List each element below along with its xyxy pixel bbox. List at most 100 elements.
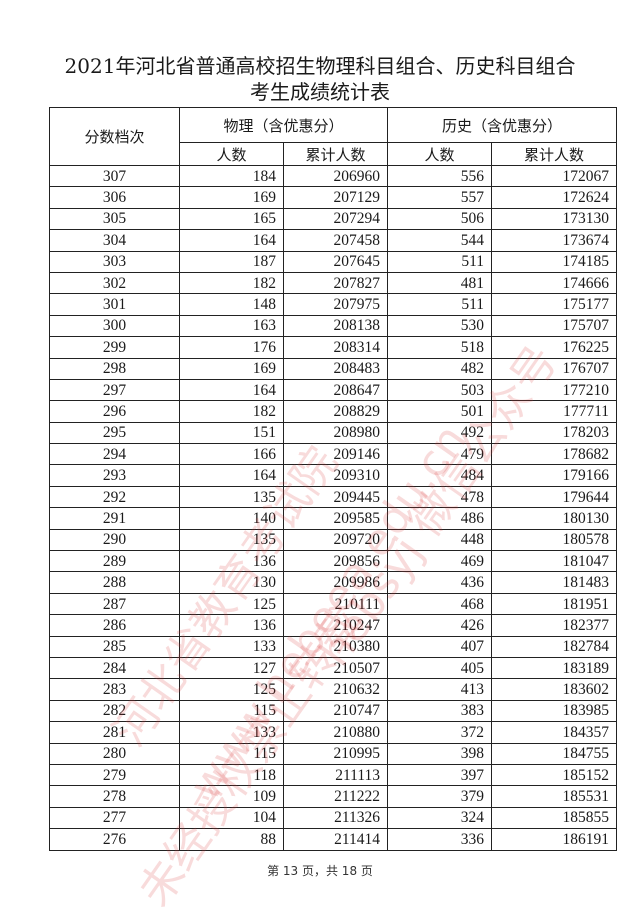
cell-physics-count: 133 bbox=[179, 721, 284, 744]
cell-physics-count: 151 bbox=[179, 421, 284, 445]
cell-history-cumulative: 183985 bbox=[491, 699, 618, 723]
cell-history-cumulative: 185531 bbox=[491, 785, 618, 808]
cell-history-cumulative: 175177 bbox=[491, 293, 618, 316]
cell-history-cumulative: 179166 bbox=[491, 464, 618, 487]
score-statistics-table: 分数档次 物理（含优惠分） 历史（含优惠分） 人数 累计人数 人数 累计人数 3… bbox=[49, 107, 618, 851]
cell-history-cumulative: 186191 bbox=[491, 828, 618, 851]
cell-history-count: 405 bbox=[387, 656, 493, 680]
cell-score: 299 bbox=[49, 336, 180, 359]
cell-history-count: 468 bbox=[387, 592, 493, 616]
cell-score: 295 bbox=[49, 421, 180, 445]
cell-physics-count: 125 bbox=[179, 678, 284, 701]
cell-physics-count: 169 bbox=[179, 357, 284, 380]
cell-physics-cumulative: 210747 bbox=[282, 699, 389, 723]
cell-history-count: 501 bbox=[387, 400, 493, 423]
cell-physics-cumulative: 210111 bbox=[282, 592, 389, 616]
cell-score: 293 bbox=[49, 464, 180, 487]
cell-physics-count: 164 bbox=[179, 378, 284, 402]
cell-history-count: 469 bbox=[387, 550, 493, 573]
cell-history-count: 503 bbox=[387, 378, 493, 402]
table-row: 280 115 210995 398 184755 bbox=[49, 742, 618, 765]
cell-history-count: 482 bbox=[387, 357, 493, 380]
cell-score: 283 bbox=[49, 678, 180, 701]
header-physics-cumulative: 累计人数 bbox=[282, 142, 389, 166]
cell-physics-cumulative: 207458 bbox=[282, 229, 389, 252]
cell-history-count: 484 bbox=[387, 464, 493, 487]
cell-physics-count: 118 bbox=[179, 763, 284, 787]
cell-physics-count: 176 bbox=[179, 336, 284, 359]
cell-physics-cumulative: 209986 bbox=[282, 571, 389, 594]
cell-history-cumulative: 172624 bbox=[491, 186, 618, 209]
table-row: 305 165 207294 506 173130 bbox=[49, 207, 618, 231]
cell-physics-count: 182 bbox=[179, 271, 284, 295]
cell-history-cumulative: 174666 bbox=[491, 271, 618, 295]
cell-history-count: 478 bbox=[387, 485, 493, 509]
cell-physics-count: 169 bbox=[179, 186, 284, 209]
cell-physics-cumulative: 209445 bbox=[282, 485, 389, 509]
table-row: 288 130 209986 436 181483 bbox=[49, 571, 618, 594]
cell-physics-cumulative: 206960 bbox=[282, 164, 389, 188]
document-subtitle: 考生成绩统计表 bbox=[250, 80, 390, 104]
cell-physics-count: 135 bbox=[179, 528, 284, 552]
cell-history-cumulative: 178682 bbox=[491, 443, 618, 466]
cell-physics-cumulative: 209146 bbox=[282, 443, 389, 466]
cell-physics-cumulative: 207975 bbox=[282, 293, 389, 316]
table-row: 292 135 209445 478 179644 bbox=[49, 485, 618, 509]
cell-physics-cumulative: 209856 bbox=[282, 550, 389, 573]
cell-physics-count: 164 bbox=[179, 464, 284, 487]
table-row: 304 164 207458 544 173674 bbox=[49, 229, 618, 252]
cell-score: 285 bbox=[49, 635, 180, 658]
table-row: 300 163 208138 530 175707 bbox=[49, 314, 618, 338]
cell-score: 301 bbox=[49, 293, 180, 316]
cell-history-count: 398 bbox=[387, 742, 493, 765]
cell-history-cumulative: 185855 bbox=[491, 806, 618, 830]
cell-physics-cumulative: 209310 bbox=[282, 464, 389, 487]
cell-history-count: 372 bbox=[387, 721, 493, 744]
cell-score: 279 bbox=[49, 763, 180, 787]
cell-history-count: 481 bbox=[387, 271, 493, 295]
table-row: 299 176 208314 518 176225 bbox=[49, 336, 618, 359]
cell-physics-cumulative: 210247 bbox=[282, 614, 389, 637]
cell-score: 282 bbox=[49, 699, 180, 723]
cell-score: 303 bbox=[49, 250, 180, 273]
table-row: 293 164 209310 484 179166 bbox=[49, 464, 618, 487]
cell-history-count: 479 bbox=[387, 443, 493, 466]
cell-physics-count: 115 bbox=[179, 699, 284, 723]
cell-score: 300 bbox=[49, 314, 180, 338]
cell-history-count: 557 bbox=[387, 186, 493, 209]
cell-physics-count: 136 bbox=[179, 614, 284, 637]
cell-history-cumulative: 183189 bbox=[491, 656, 618, 680]
cell-history-cumulative: 177711 bbox=[491, 400, 618, 423]
cell-physics-count: 165 bbox=[179, 207, 284, 231]
cell-history-count: 436 bbox=[387, 571, 493, 594]
table-row: 278 109 211222 379 185531 bbox=[49, 785, 618, 808]
cell-physics-count: 182 bbox=[179, 400, 284, 423]
cell-history-cumulative: 175707 bbox=[491, 314, 618, 338]
cell-physics-cumulative: 208314 bbox=[282, 336, 389, 359]
cell-physics-cumulative: 210995 bbox=[282, 742, 389, 765]
cell-physics-cumulative: 207827 bbox=[282, 271, 389, 295]
cell-history-cumulative: 182784 bbox=[491, 635, 618, 658]
table-row: 279 118 211113 397 185152 bbox=[49, 763, 618, 787]
cell-physics-count: 104 bbox=[179, 806, 284, 830]
table-row: 302 182 207827 481 174666 bbox=[49, 271, 618, 295]
cell-physics-count: 140 bbox=[179, 507, 284, 530]
table-row: 303 187 207645 511 174185 bbox=[49, 250, 618, 273]
table-row: 298 169 208483 482 176707 bbox=[49, 357, 618, 380]
cell-score: 291 bbox=[49, 507, 180, 530]
cell-score: 305 bbox=[49, 207, 180, 231]
table-row: 281 133 210880 372 184357 bbox=[49, 721, 618, 744]
table-row: 285 133 210380 407 182784 bbox=[49, 635, 618, 658]
cell-physics-cumulative: 211326 bbox=[282, 806, 389, 830]
table-row: 283 125 210632 413 183602 bbox=[49, 678, 618, 701]
cell-score: 284 bbox=[49, 656, 180, 680]
cell-history-cumulative: 185152 bbox=[491, 763, 618, 787]
cell-score: 288 bbox=[49, 571, 180, 594]
cell-history-count: 324 bbox=[387, 806, 493, 830]
cell-physics-cumulative: 211222 bbox=[282, 785, 389, 808]
cell-history-count: 448 bbox=[387, 528, 493, 552]
cell-history-count: 383 bbox=[387, 699, 493, 723]
cell-score: 280 bbox=[49, 742, 180, 765]
cell-score: 306 bbox=[49, 186, 180, 209]
cell-physics-count: 187 bbox=[179, 250, 284, 273]
